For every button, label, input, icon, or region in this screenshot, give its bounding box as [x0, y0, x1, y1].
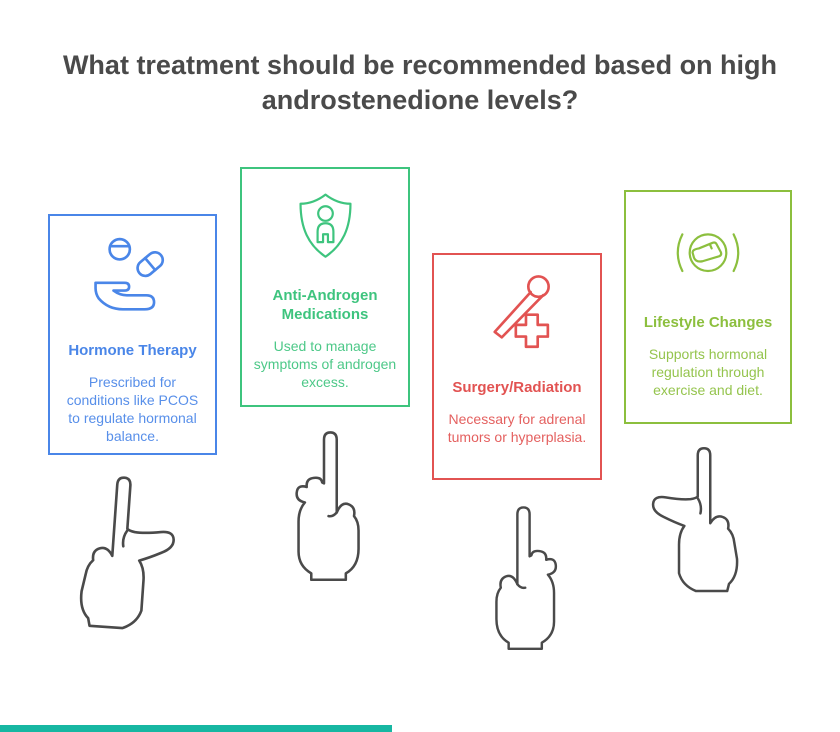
scalpel-medical-cross-icon [476, 271, 558, 353]
running-shoe-circle-icon [662, 224, 754, 282]
card-title: Surgery/Radiation [452, 379, 582, 396]
card-surgery-radiation: Surgery/Radiation Necessary for adrenal … [432, 253, 602, 480]
card-description: Used to manage symptoms of androgen exce… [253, 337, 397, 390]
card-title: Anti-Androgen Medications [272, 287, 378, 323]
bottom-accent-bar [0, 725, 392, 732]
pointing-hand-icon [52, 466, 185, 642]
pointing-hand-icon [472, 500, 568, 658]
shield-person-icon [292, 191, 359, 261]
card-title: Lifestyle Changes [643, 314, 773, 331]
card-hormone-therapy: Hormone Therapy Prescribed for condition… [48, 214, 217, 455]
card-anti-androgen-medications: Anti-Androgen Medications Used to manage… [240, 167, 410, 407]
card-description: Necessary for adrenal tumors or hyperpla… [447, 410, 587, 445]
card-lifestyle-changes: Lifestyle Changes Supports hormonal regu… [624, 190, 792, 424]
pointing-hand-icon [646, 436, 762, 606]
page-title: What treatment should be recommended bas… [62, 50, 778, 116]
hand-holding-pills-icon [83, 236, 183, 314]
card-description: Prescribed for conditions like PCOS to r… [66, 373, 199, 445]
card-title: Hormone Therapy [68, 342, 197, 359]
card-description: Supports hormonal regulation through exe… [648, 345, 768, 399]
pointing-hand-icon [284, 424, 384, 590]
